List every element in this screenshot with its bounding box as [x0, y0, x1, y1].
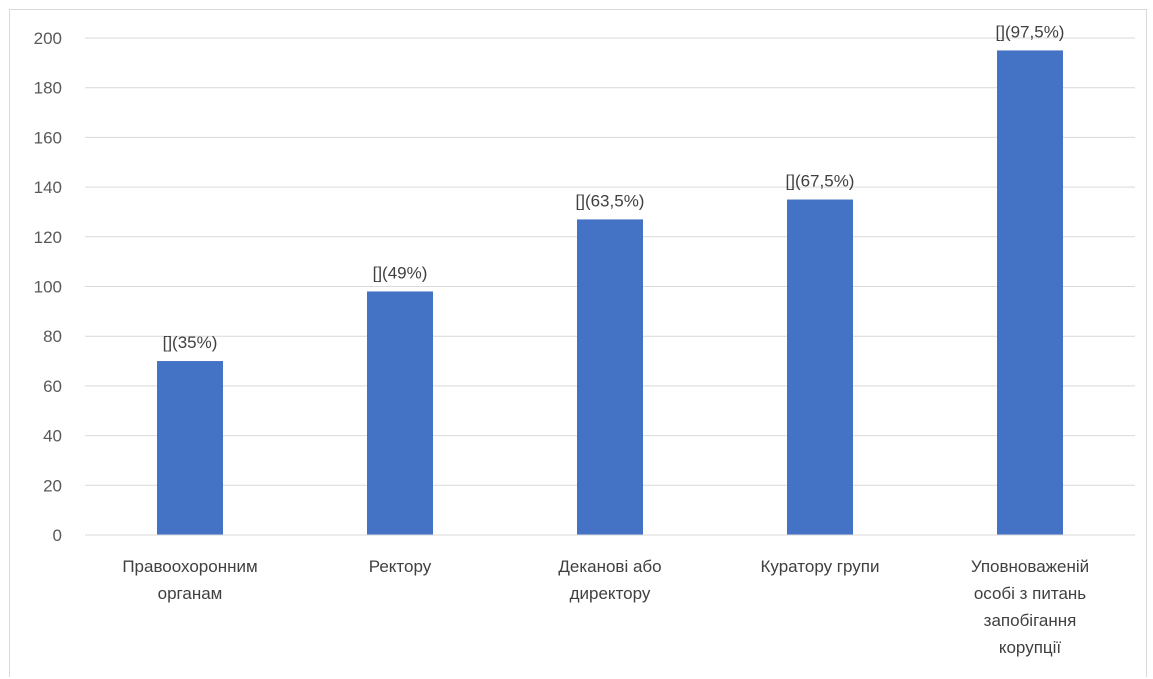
- y-tick-label: 80: [43, 327, 62, 346]
- x-category-label-line: органам: [158, 584, 223, 603]
- data-label: [](49%): [373, 263, 428, 282]
- data-label: [](97,5%): [996, 22, 1065, 41]
- y-tick-label: 100: [34, 278, 62, 297]
- bar: [367, 291, 433, 535]
- bar: [157, 361, 223, 535]
- x-category-label-line: Ректору: [369, 557, 432, 576]
- y-tick-label: 180: [34, 79, 62, 98]
- x-category-label: Правоохоронним органам: [122, 557, 257, 603]
- y-tick-label: 140: [34, 178, 62, 197]
- data-label: [](63,5%): [576, 191, 645, 210]
- x-category-label: Ректору: [369, 557, 432, 576]
- bar: [997, 50, 1063, 536]
- data-label: [](35%): [163, 333, 218, 352]
- x-category-label: Куратору групи: [761, 557, 880, 576]
- y-tick-label: 20: [43, 476, 62, 495]
- y-tick-label: 120: [34, 228, 62, 247]
- x-category-label: Уповноваженій особі з питань запобігання ко…: [971, 557, 1089, 657]
- x-category-label-line: Правоохоронним: [122, 557, 257, 576]
- x-category-label-line: запобігання: [984, 611, 1077, 630]
- y-tick-label: 60: [43, 377, 62, 396]
- x-category-label-line: директору: [570, 584, 651, 603]
- x-category-label-line: Куратору групи: [761, 557, 880, 576]
- bar: [577, 219, 643, 535]
- x-category-label-line: особі з питань: [974, 584, 1086, 603]
- y-tick-label: 0: [53, 526, 62, 545]
- chart-frame: [9, 9, 1147, 677]
- y-tick-label: 40: [43, 427, 62, 446]
- y-tick-label: 200: [34, 29, 62, 48]
- x-category-label-line: корупції: [999, 638, 1062, 657]
- x-category-label: Деканові або директору: [558, 557, 661, 603]
- y-tick-label: 160: [34, 128, 62, 147]
- x-category-label-line: Деканові або: [558, 557, 661, 576]
- bar: [787, 199, 853, 535]
- x-category-label-line: Уповноваженій: [971, 557, 1089, 576]
- data-label: [](67,5%): [786, 172, 855, 191]
